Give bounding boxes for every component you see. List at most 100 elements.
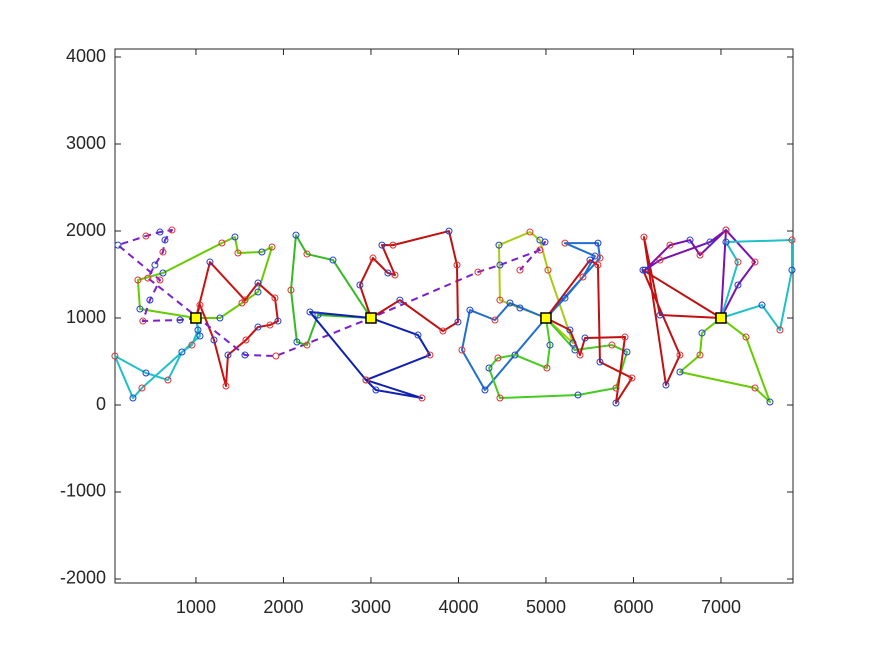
route-stop	[178, 348, 186, 356]
route-stop	[576, 351, 584, 359]
route-stop	[458, 346, 466, 354]
route-stop	[536, 236, 544, 244]
route-stop	[258, 248, 266, 256]
route-stop	[766, 398, 774, 406]
route-line	[194, 261, 279, 388]
route-stop	[734, 258, 742, 266]
depot	[190, 312, 202, 324]
route-stop	[378, 241, 386, 249]
route-stop	[561, 294, 569, 302]
route-stop	[194, 326, 202, 334]
route-stop	[662, 381, 670, 389]
route-stop	[516, 266, 524, 274]
route-stop	[362, 376, 370, 384]
route-stop	[696, 251, 704, 259]
route-stop	[329, 256, 337, 264]
route-stop	[218, 239, 226, 247]
route-stop	[698, 329, 706, 337]
x-tick-label: 3000	[351, 597, 391, 617]
route-stop	[481, 386, 489, 394]
route-stop	[206, 258, 214, 266]
route-stop	[224, 351, 232, 359]
route-stop	[242, 336, 250, 344]
route-stop	[303, 341, 311, 349]
route-stop	[151, 261, 159, 269]
route-stop	[314, 311, 322, 319]
route-stop	[164, 376, 172, 384]
route-stop	[196, 332, 204, 340]
route-stop	[506, 299, 514, 307]
route-stop	[758, 301, 766, 309]
y-tick-label: 4000	[66, 46, 106, 66]
route-stop	[287, 286, 295, 294]
route-stop	[491, 316, 499, 324]
route-stop	[494, 354, 502, 362]
route-stop	[742, 333, 750, 341]
route-stop	[594, 261, 602, 269]
route-stop	[516, 304, 524, 312]
route-stop	[231, 233, 239, 241]
route-line	[720, 239, 793, 332]
route-stop	[129, 394, 137, 402]
route-stop	[666, 241, 674, 249]
route-line	[113, 317, 201, 400]
route-stop	[686, 236, 694, 244]
route-stop	[196, 301, 204, 309]
route-stop	[389, 241, 397, 249]
route-stop	[272, 352, 280, 360]
y-tick-label: -1000	[60, 481, 106, 501]
route-stop	[526, 228, 534, 236]
route-stop	[176, 316, 184, 324]
route-stop	[439, 327, 447, 335]
route-stop	[579, 273, 587, 281]
route-stop	[543, 364, 551, 372]
route-stop	[623, 348, 631, 356]
route-stop	[639, 266, 647, 274]
route-stop	[788, 236, 796, 244]
route-stop	[138, 384, 146, 392]
route-line	[136, 236, 273, 320]
route-stop	[445, 227, 453, 235]
route-stop	[241, 296, 249, 304]
route-stop	[159, 248, 167, 256]
route-stop	[210, 336, 218, 344]
y-tick-label: 0	[96, 394, 106, 414]
route-line	[488, 317, 628, 400]
route-stop	[391, 271, 399, 279]
route-stop	[159, 269, 167, 277]
route-stop	[254, 323, 262, 331]
x-tick-label: 2000	[263, 597, 303, 617]
depot	[365, 312, 377, 324]
route-stop	[656, 311, 664, 319]
route-stop	[142, 232, 150, 240]
route-stop	[496, 296, 504, 304]
route-stop	[274, 317, 282, 325]
route-stop	[222, 382, 230, 390]
route-stop	[188, 341, 196, 349]
route-stop	[146, 296, 154, 304]
y-tick-label: 3000	[66, 133, 106, 153]
route-stop	[496, 261, 504, 269]
route-stop	[495, 241, 503, 249]
x-tick-label: 1000	[176, 597, 216, 617]
route-stop	[621, 333, 629, 341]
route-stop	[561, 239, 569, 247]
route-stop	[369, 254, 377, 262]
route-stop	[161, 236, 169, 244]
route-stop	[546, 341, 554, 349]
route-stop	[156, 276, 164, 284]
route-stop	[271, 294, 279, 302]
route-stop	[216, 314, 224, 322]
x-tick-label: 6000	[613, 597, 653, 617]
route-stop	[734, 281, 742, 289]
route-stop	[608, 341, 616, 349]
route-stop	[596, 358, 604, 366]
route-stop	[268, 243, 276, 251]
route-stop	[569, 339, 577, 347]
route-stop	[254, 288, 262, 296]
route-stop	[426, 351, 434, 359]
route-stop	[168, 226, 176, 234]
route-stop	[612, 399, 620, 407]
route-line	[642, 236, 722, 386]
